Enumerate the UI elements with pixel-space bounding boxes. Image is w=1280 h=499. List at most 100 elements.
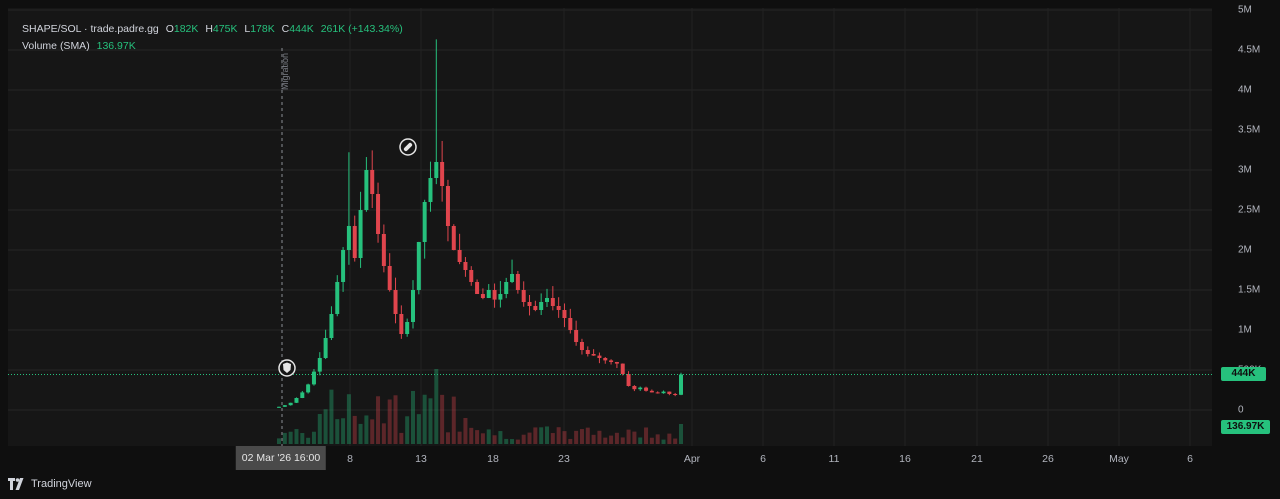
price-axis[interactable]: 5M4.5M4M3.5M3M2.5M2M1.5M1M500K0444K136.9… xyxy=(1212,4,1280,446)
volume-bar xyxy=(661,439,666,444)
legend-open-label: O xyxy=(165,23,174,35)
candle-body xyxy=(609,360,614,362)
volume-bar xyxy=(492,435,497,444)
candle-body xyxy=(673,394,678,395)
volume-bar xyxy=(451,396,456,444)
candle-body xyxy=(387,266,392,290)
price-axis-tick: 4M xyxy=(1238,84,1252,96)
candle-body xyxy=(335,282,340,314)
volume-bar xyxy=(632,431,637,444)
candle-body xyxy=(434,162,439,178)
legend-volume-row: Volume (SMA) 136.97K xyxy=(22,38,403,55)
candle-body xyxy=(311,371,316,385)
time-axis-tick: 23 xyxy=(558,453,570,465)
volume-bar xyxy=(387,399,392,444)
legend-volume-value: 136.97K xyxy=(96,40,136,52)
candle-body xyxy=(358,210,363,258)
candle-body xyxy=(661,391,666,394)
volume-bar xyxy=(399,432,404,444)
tradingview-logo-icon xyxy=(8,478,26,490)
candle-body xyxy=(568,318,573,330)
volume-bar xyxy=(311,431,316,444)
candle-body xyxy=(300,392,305,398)
volume-bar xyxy=(370,419,375,444)
volume-bar xyxy=(358,423,363,444)
volume-bar xyxy=(655,434,660,444)
candle-body xyxy=(428,178,433,202)
time-axis-tick: 6 xyxy=(1187,453,1193,465)
legend-high-value: 475K xyxy=(212,23,238,35)
candle-body xyxy=(649,390,654,393)
candle-body xyxy=(294,398,299,403)
volume-bar xyxy=(317,414,322,444)
volume-bar xyxy=(510,439,515,444)
price-axis-tick: 0 xyxy=(1238,404,1244,416)
volume-bar xyxy=(463,417,468,444)
candle-body xyxy=(655,392,660,394)
volume-bar xyxy=(498,431,503,444)
shield-badge-shape xyxy=(283,362,291,373)
candle-body xyxy=(486,290,491,298)
tradingview-brand[interactable]: TradingView xyxy=(8,478,92,490)
legend-volume-label[interactable]: Volume (SMA) xyxy=(22,40,90,52)
volume-bar xyxy=(440,394,445,444)
price-axis-tick: 3M xyxy=(1238,164,1252,176)
volume-bar xyxy=(521,434,526,444)
legend-open-value: 182K xyxy=(173,23,199,35)
candle-body xyxy=(393,290,398,314)
volume-bar xyxy=(515,439,520,444)
candle-body xyxy=(585,350,590,354)
candle-body xyxy=(440,162,445,186)
legend-close-value: 444K xyxy=(289,23,314,35)
volume-bar xyxy=(556,427,561,444)
volume-bar xyxy=(411,390,415,444)
candle-body xyxy=(475,282,480,294)
candle-body xyxy=(323,338,328,358)
volume-bar xyxy=(288,431,293,444)
legend-symbol[interactable]: SHAPE/SOL · trade.padre.gg xyxy=(22,23,159,35)
time-axis[interactable]: 02 Mar '26 16:00 8 13 18 23 Apr 6 11 16 21 26 May 6 xyxy=(0,446,1212,470)
volume-bar xyxy=(469,427,474,444)
volume-bar xyxy=(679,424,683,444)
volume-bar xyxy=(428,398,433,444)
candle-body xyxy=(550,298,555,306)
candle-body xyxy=(667,391,672,394)
candle-body xyxy=(679,374,683,395)
volume-bar xyxy=(533,427,538,444)
price-axis-tick: 2M xyxy=(1238,244,1252,256)
candle-body xyxy=(329,314,334,338)
volume-bar xyxy=(626,429,631,444)
volume-bar xyxy=(341,418,346,444)
candle-body xyxy=(498,294,503,300)
time-axis-tick: 6 xyxy=(760,453,766,465)
legend-price-row: SHAPE/SOL · trade.padre.gg O182K H475K L… xyxy=(22,21,403,38)
candle-body xyxy=(533,306,538,310)
candle-body xyxy=(562,310,567,318)
tradingview-wordmark: TradingView xyxy=(31,478,92,490)
volume-bar xyxy=(364,415,369,444)
volume-bar xyxy=(579,429,584,444)
volume-bar xyxy=(352,415,357,444)
volume-bar xyxy=(620,437,625,444)
time-axis-tick: May xyxy=(1109,453,1129,465)
legend-high-label: H xyxy=(205,23,213,35)
candle-body xyxy=(411,290,415,322)
volume-bar xyxy=(323,409,328,444)
candle-body xyxy=(364,170,369,210)
price-axis-tick: 1.5M xyxy=(1238,284,1261,296)
footer: TradingView xyxy=(0,470,1280,499)
migration-annotation: Migration xyxy=(280,52,290,90)
volume-bar xyxy=(539,427,544,444)
volume-bar xyxy=(614,432,619,444)
chart-plot-area[interactable]: SHAPE/SOL · trade.padre.gg O182K H475K L… xyxy=(8,8,1212,446)
candle-body xyxy=(445,186,450,226)
volume-bar xyxy=(300,433,305,444)
volume-bar xyxy=(644,427,649,444)
volume-bar xyxy=(282,432,287,444)
candle-body xyxy=(352,226,357,258)
volume-bar xyxy=(335,419,340,444)
candle-body xyxy=(277,406,281,408)
candle-body xyxy=(451,226,456,250)
candle-body xyxy=(545,298,549,302)
